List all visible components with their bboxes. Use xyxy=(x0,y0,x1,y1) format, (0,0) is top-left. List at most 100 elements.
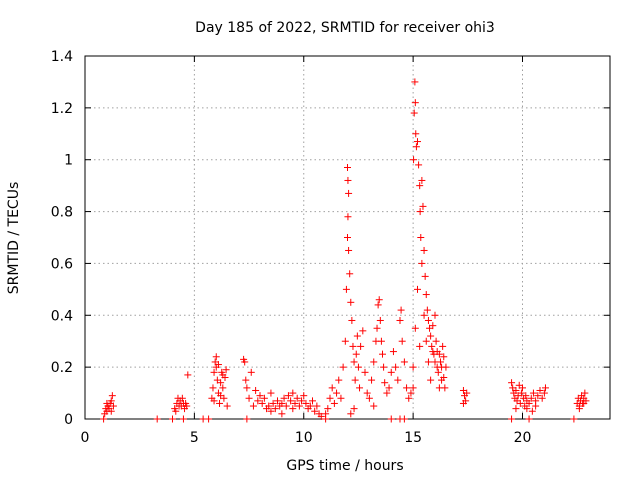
data-point xyxy=(431,311,439,319)
data-point xyxy=(398,337,406,345)
data-point xyxy=(337,394,345,402)
data-point xyxy=(410,109,418,117)
y-tick-label: 1.4 xyxy=(51,49,73,65)
data-point xyxy=(403,384,411,392)
data-point xyxy=(541,384,549,392)
data-point xyxy=(103,399,111,407)
data-point xyxy=(374,301,382,309)
data-point xyxy=(394,376,402,384)
data-point xyxy=(428,342,436,350)
data-point xyxy=(280,394,288,402)
data-point xyxy=(463,389,471,397)
data-point xyxy=(512,405,520,413)
data-point xyxy=(311,407,319,415)
data-point xyxy=(412,143,420,151)
data-point xyxy=(245,394,253,402)
y-tick-label: 0.2 xyxy=(51,360,73,376)
data-point xyxy=(418,259,426,267)
data-point xyxy=(368,376,376,384)
data-point xyxy=(416,342,424,350)
data-point xyxy=(432,337,440,345)
data-point xyxy=(291,399,299,407)
data-point xyxy=(523,405,531,413)
data-point xyxy=(385,384,393,392)
chart-title: Day 185 of 2022, SRMTID for receiver ohi… xyxy=(195,20,495,36)
data-point xyxy=(269,399,277,407)
data-point xyxy=(258,399,266,407)
data-point xyxy=(302,399,310,407)
data-point xyxy=(379,350,386,358)
data-point xyxy=(419,202,427,210)
data-point xyxy=(440,374,448,382)
data-point xyxy=(525,399,533,407)
data-point xyxy=(414,138,421,146)
data-point xyxy=(359,327,367,335)
data-point xyxy=(107,397,115,405)
data-point xyxy=(508,415,516,423)
data-point xyxy=(540,389,548,397)
data-point xyxy=(376,316,384,324)
data-point xyxy=(424,358,432,366)
y-tick-label: 0.8 xyxy=(51,205,73,221)
data-point xyxy=(313,402,321,410)
data-point xyxy=(330,399,338,407)
data-point xyxy=(538,394,546,402)
data-point xyxy=(392,363,400,371)
data-point xyxy=(361,368,369,376)
data-point xyxy=(267,389,275,397)
data-point xyxy=(109,402,117,410)
data-point xyxy=(169,415,176,423)
data-point xyxy=(512,386,520,394)
data-point xyxy=(352,350,360,358)
data-point xyxy=(178,394,186,402)
data-point xyxy=(347,410,355,418)
data-point xyxy=(249,402,257,410)
data-point xyxy=(214,361,222,369)
data-point xyxy=(348,316,356,324)
data-point xyxy=(516,399,524,407)
data-point xyxy=(534,392,542,400)
data-point xyxy=(267,407,275,415)
data-point xyxy=(172,407,180,415)
data-point xyxy=(243,415,251,423)
data-point xyxy=(344,234,351,241)
data-point xyxy=(532,402,540,410)
data-point xyxy=(536,386,544,394)
data-point xyxy=(421,272,429,280)
data-point xyxy=(414,285,421,293)
x-tick-label: 10 xyxy=(295,430,313,446)
data-point xyxy=(529,389,537,397)
y-tick-label: 1.2 xyxy=(51,101,73,117)
data-point xyxy=(100,415,108,423)
data-point xyxy=(256,392,264,400)
data-point xyxy=(420,311,428,319)
data-point xyxy=(217,392,225,400)
data-point xyxy=(405,394,413,402)
data-point xyxy=(222,366,230,374)
data-point xyxy=(397,306,405,314)
x-tick-label: 15 xyxy=(404,430,422,446)
data-point xyxy=(351,376,359,384)
data-point xyxy=(420,246,428,254)
data-point xyxy=(333,389,341,397)
data-point xyxy=(347,298,355,306)
data-point xyxy=(522,392,530,400)
data-point xyxy=(212,353,220,361)
data-point xyxy=(346,270,354,278)
data-point xyxy=(344,163,351,171)
data-point xyxy=(300,392,308,400)
data-point xyxy=(183,402,191,410)
data-point xyxy=(396,316,404,324)
data-point xyxy=(417,234,425,241)
y-tick-label: 1 xyxy=(64,153,73,169)
data-point xyxy=(436,358,444,366)
data-point xyxy=(400,358,408,366)
data-point xyxy=(342,285,350,293)
data-point xyxy=(243,384,251,392)
data-point xyxy=(326,394,334,402)
data-point xyxy=(282,402,290,410)
data-point xyxy=(434,368,442,376)
data-point xyxy=(153,415,161,423)
data-point xyxy=(271,405,279,413)
